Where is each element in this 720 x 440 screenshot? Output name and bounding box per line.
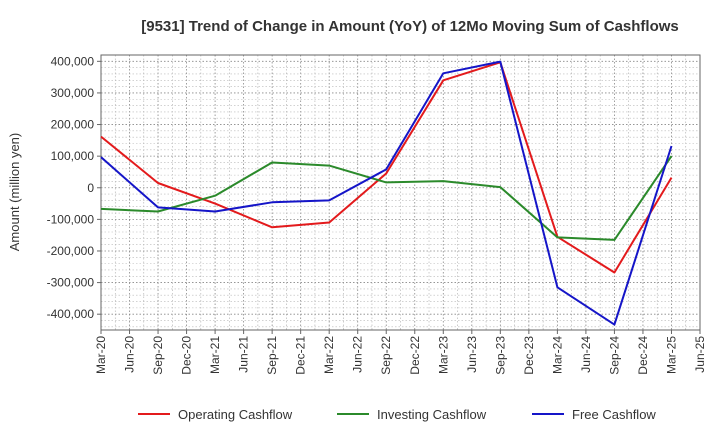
x-tick-label: Dec-24 — [636, 336, 650, 375]
legend-label: Operating Cashflow — [178, 407, 293, 422]
x-tick-label: Sep-22 — [379, 336, 393, 375]
series-line-operating-cashflow — [100, 61, 673, 274]
x-tick-label: Mar-25 — [664, 336, 678, 374]
x-tick-label: Sep-24 — [607, 336, 621, 375]
series-lines — [100, 60, 673, 326]
x-tick-label: Jun-25 — [693, 336, 707, 373]
x-tick-label: Mar-20 — [94, 336, 108, 374]
x-tick-label: Jun-21 — [237, 336, 251, 373]
x-axis-ticks: Mar-20 Jun-20 Sep-20 Dec-20 Mar-21 Jun-21 Sep-… — [94, 330, 707, 375]
y-tick-label: 0 — [87, 181, 94, 195]
x-tick-label: Jun-23 — [465, 336, 479, 373]
x-tick-label: Sep-23 — [493, 336, 507, 375]
x-tick-label: Jun-20 — [123, 336, 137, 373]
x-tick-label: Jun-24 — [579, 336, 593, 373]
x-tick-label: Mar-21 — [208, 336, 222, 374]
x-tick-label: Dec-20 — [180, 336, 194, 375]
x-tick-label: Dec-23 — [522, 336, 536, 375]
x-tick-label: Dec-22 — [408, 336, 422, 375]
x-tick-label: Sep-20 — [151, 336, 165, 375]
y-tick-label: 200,000 — [51, 118, 95, 132]
y-tick-label: -200,000 — [47, 244, 95, 258]
series-line-investing-cashflow — [100, 155, 673, 241]
x-tick-label: Mar-23 — [436, 336, 450, 374]
chart-title: [9531] Trend of Change in Amount (YoY) o… — [141, 18, 679, 35]
y-tick-label: 300,000 — [51, 86, 95, 100]
legend: Operating Cashflow Investing Cashflow Free… — [138, 407, 656, 422]
y-axis-ticks: 400,000 300,000 200,000 100,000 0 -100,000 -20… — [47, 54, 101, 321]
legend-label: Free Cashflow — [572, 407, 656, 422]
legend-label: Investing Cashflow — [377, 407, 487, 422]
x-tick-label: Mar-22 — [322, 336, 336, 374]
y-tick-label: 400,000 — [51, 54, 95, 68]
x-tick-label: Jun-22 — [351, 336, 365, 373]
y-tick-label: -100,000 — [47, 212, 95, 226]
grid — [100, 54, 701, 330]
y-axis-label: Amount (million yen) — [7, 133, 22, 252]
y-tick-label: -400,000 — [47, 307, 95, 321]
y-tick-label: 100,000 — [51, 149, 95, 163]
y-tick-label: -300,000 — [47, 276, 95, 290]
x-tick-label: Mar-24 — [550, 336, 564, 374]
x-tick-label: Sep-21 — [265, 336, 279, 375]
series-line-free-cashflow — [100, 60, 673, 326]
plot-area-border — [100, 54, 701, 331]
x-tick-label: Dec-21 — [294, 336, 308, 375]
